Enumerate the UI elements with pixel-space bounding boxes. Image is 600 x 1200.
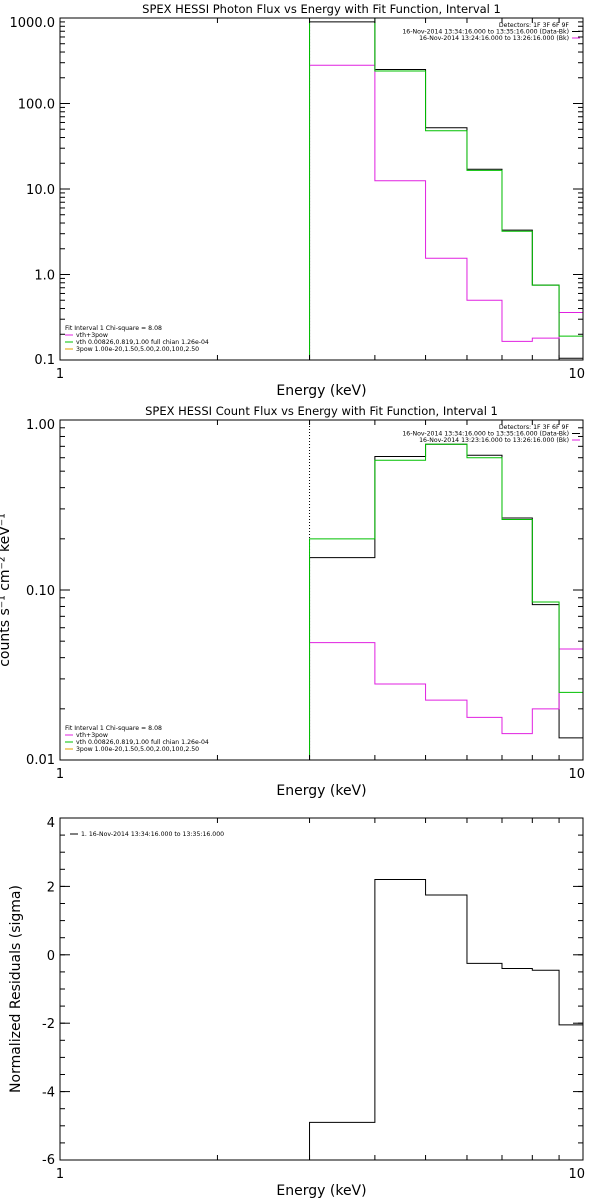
y-tick-label: 2 (47, 880, 55, 895)
y-tick-label: 0.1 (34, 353, 55, 368)
info-line: 16-Nov-2014 13:34:16.000 to 13:35:16.000… (402, 431, 569, 438)
y-tick-label: 1000.0 (10, 16, 56, 31)
info-line: Detectors: 1F 3F 6F 9F (499, 22, 570, 29)
plot-frame (59, 17, 584, 361)
chart-panel-2: SPEX HESSI Count Flux vs Energy with Fit… (0, 404, 585, 799)
y-tick-label: 1.00 (26, 418, 55, 433)
y-axis-label: Normalized Residuals (sigma) (8, 885, 24, 1093)
y-tick-label: 10.0 (26, 183, 55, 198)
y-tick-label: 4 (47, 816, 55, 831)
legend-header: Fit Interval 1 Chi-square = 8.08 (65, 725, 162, 732)
info-line: Detectors: 1F 3F 6F 9F (499, 424, 570, 431)
legend-entry: vth 0.00826,0.819,1.00 full chian 1.26e-… (76, 739, 209, 746)
plot-frame (59, 419, 584, 761)
legend-entry: 3pow 1.00e-20,1.50,5.00,2.00,100,2.50 (76, 346, 199, 353)
chart-title: SPEX HESSI Count Flux vs Energy with Fit… (145, 404, 498, 418)
x-tick-label: 1 (56, 367, 64, 382)
chart-title: SPEX HESSI Photon Flux vs Energy with Fi… (142, 2, 501, 16)
legend-entry: vth+3pow (76, 332, 108, 339)
legend-entry: 1. 16-Nov-2014 13:34:16.000 to 13:35:16.… (81, 831, 224, 838)
y-tick-label: -2 (42, 1017, 55, 1032)
y-tick-label: -4 (42, 1086, 55, 1101)
series-line-2 (309, 642, 583, 760)
y-tick-label: 100.0 (18, 98, 55, 113)
x-tick-label: 10 (568, 1167, 585, 1182)
series-line-1 (309, 21, 583, 360)
y-tick-label: 0.10 (26, 584, 55, 599)
x-tick-label: 1 (56, 1167, 64, 1182)
x-axis-label: Energy (keV) (276, 783, 366, 799)
y-tick-label: 0 (47, 949, 55, 964)
y-tick-label: -6 (42, 1153, 55, 1168)
legend-entry: 3pow 1.00e-20,1.50,5.00,2.00,100,2.50 (76, 746, 199, 753)
plot-frame (59, 817, 584, 1161)
x-axis-label: Energy (keV) (276, 383, 366, 399)
y-axis-label: counts s⁻¹ cm⁻² keV⁻¹ (0, 513, 13, 667)
y-tick-label: 1.0 (34, 269, 55, 284)
x-tick-label: 10 (568, 767, 585, 782)
chart-panel-3: 1 10 Energy (keV) -6 -4 -2 0 2 4 Normalized Resid… (8, 816, 585, 1199)
info-line: 16-Nov-2014 13:34:16.000 to 13:35:16.000… (402, 29, 569, 36)
series-line-2 (309, 64, 583, 360)
y-tick-label: 0.01 (26, 753, 55, 768)
legend-header: Fit Interval 1 Chi-square = 8.08 (65, 325, 162, 332)
series-line-1 (309, 879, 583, 1160)
series-line-3 (309, 443, 583, 760)
x-tick-label: 1 (56, 767, 64, 782)
chart-panel-1: SPEX HESSI Photon Flux vs Energy with Fi… (10, 2, 586, 399)
legend-entry: vth+3pow (76, 732, 108, 739)
x-tick-label: 10 (568, 367, 585, 382)
info-line: 16-Nov-2014 13:24:16.000 to 13:26:16.000… (419, 35, 569, 42)
legend-entry: vth 0.00826,0.819,1.00 full chian 1.26e-… (76, 339, 209, 346)
info-line: 16-Nov-2014 13:23:16.000 to 13:26:16.000… (419, 437, 569, 444)
x-axis-label: Energy (keV) (276, 1183, 366, 1199)
series-line-3 (309, 18, 583, 360)
